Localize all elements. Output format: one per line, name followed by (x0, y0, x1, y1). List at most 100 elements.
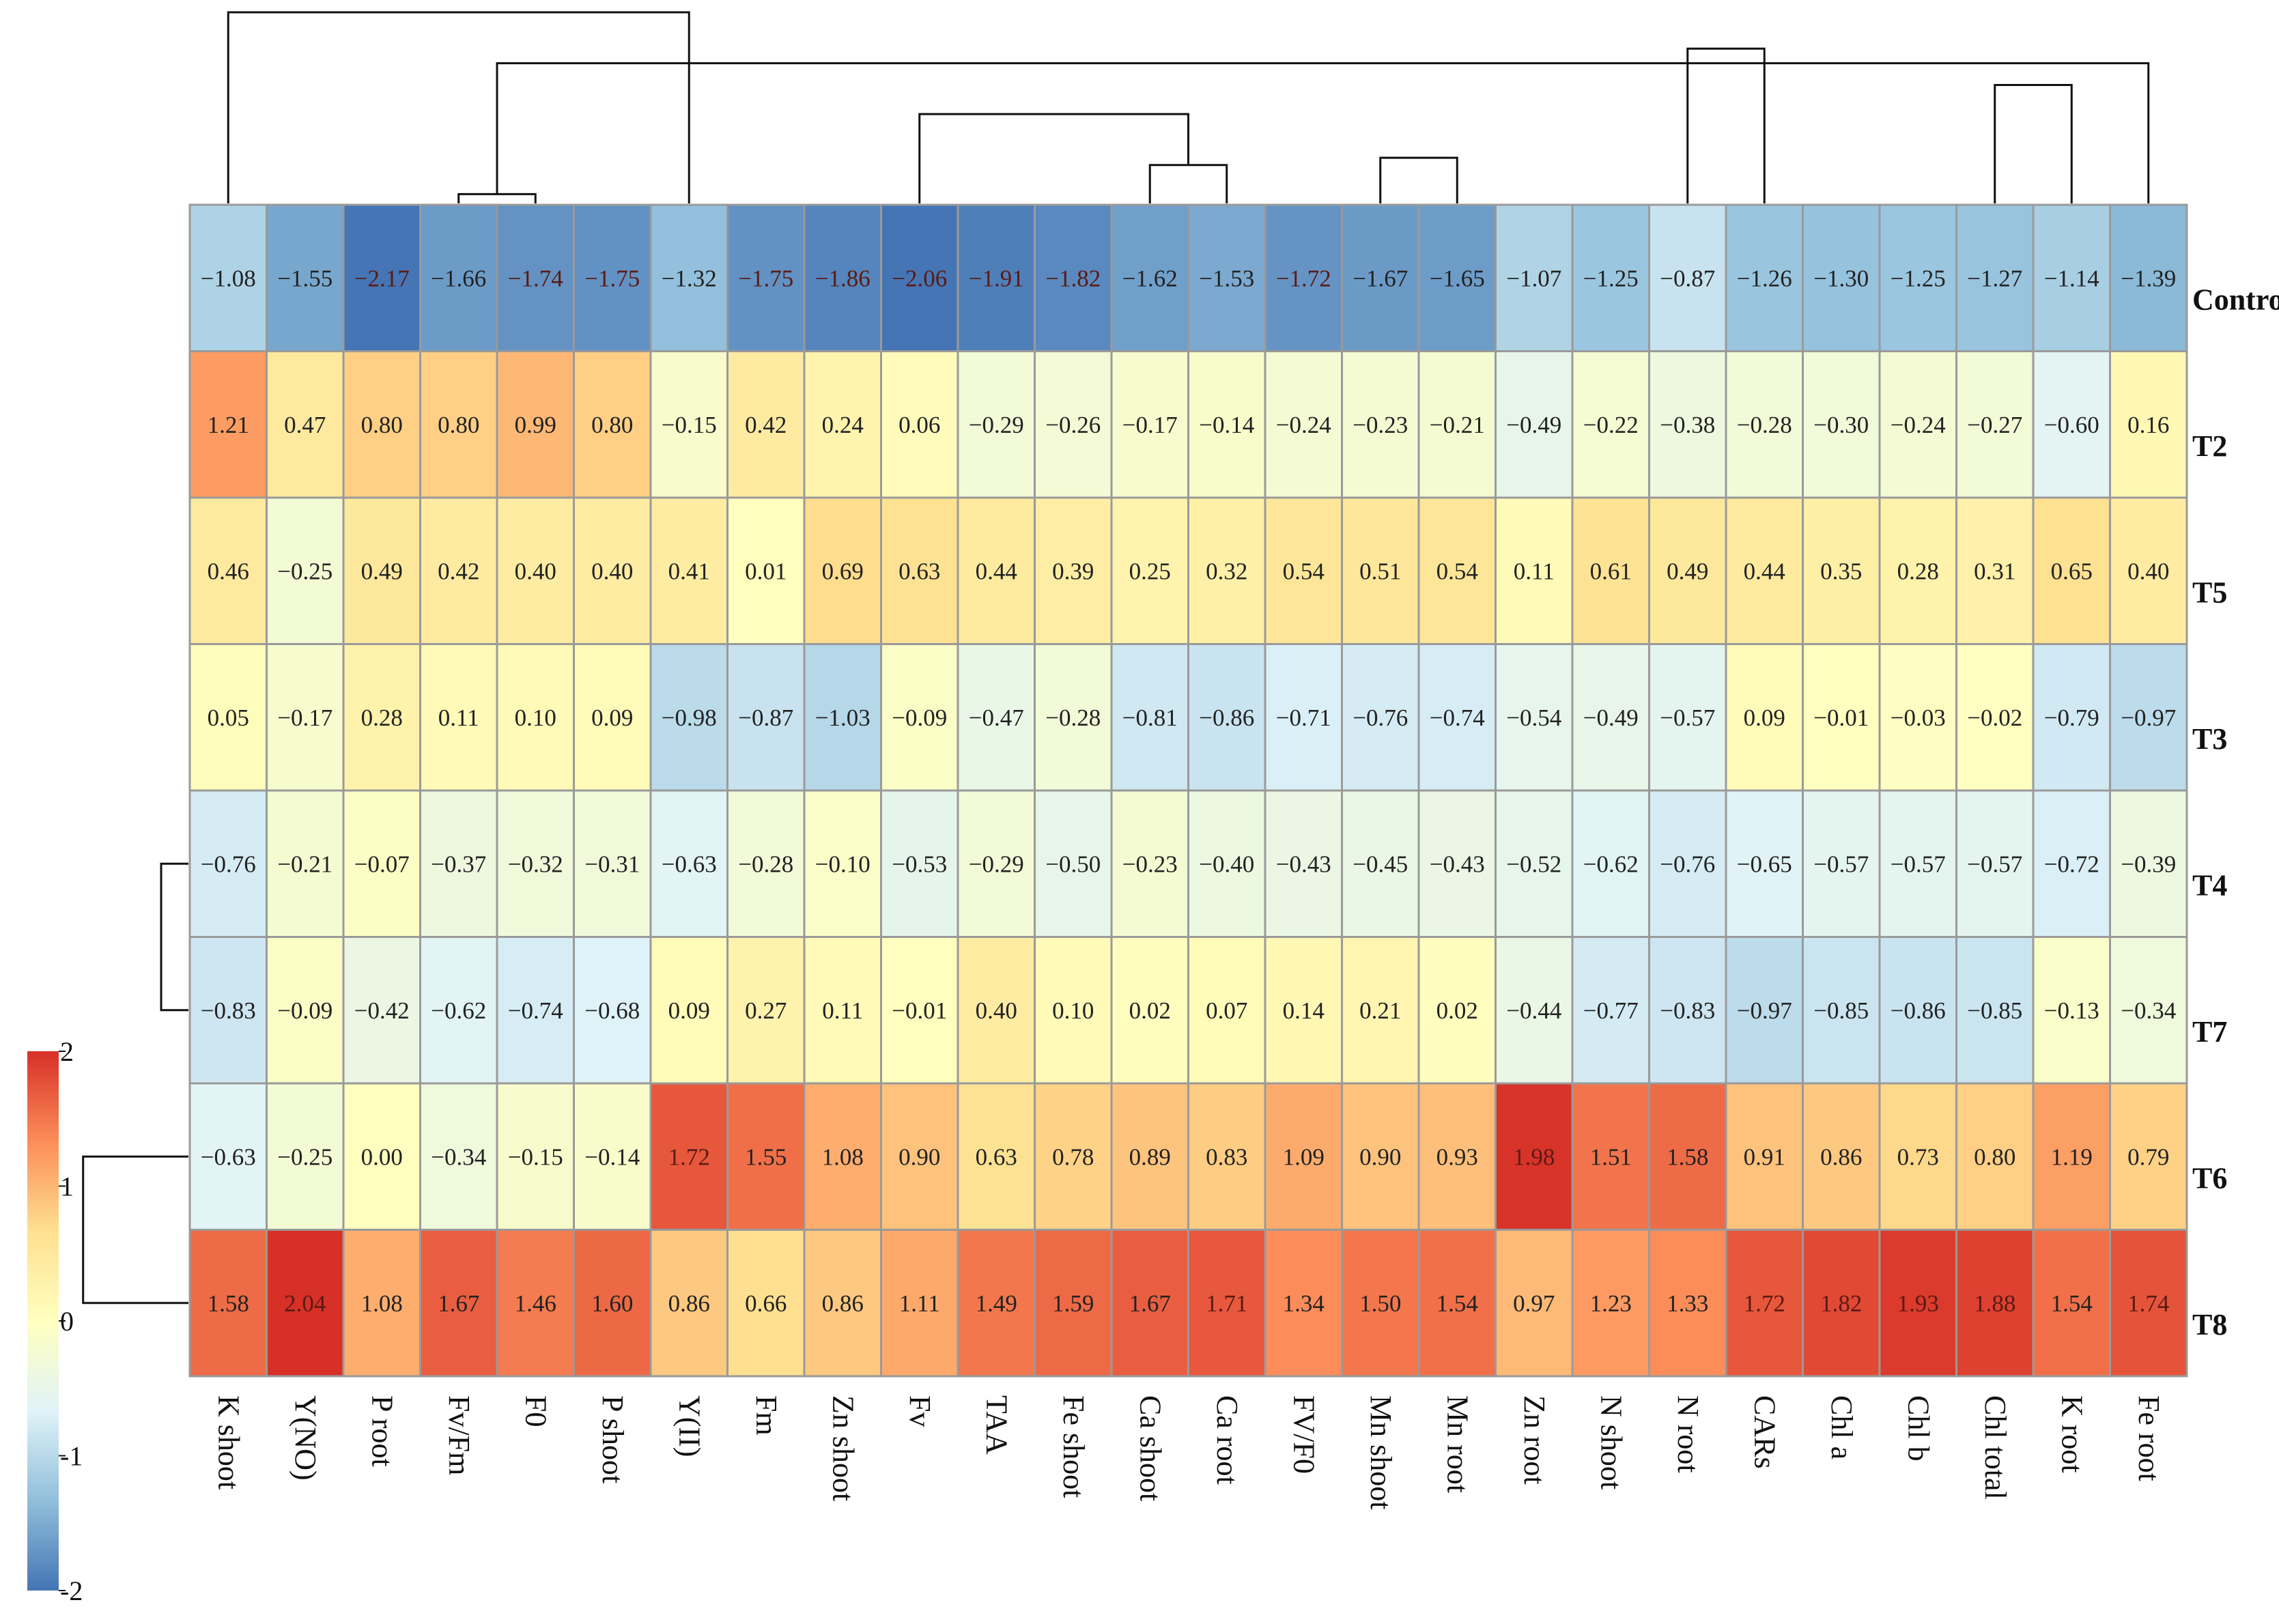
heatmap-cell (188, 496, 268, 645)
cell-value-label: 0.49 (361, 558, 403, 584)
heatmap-cell (1034, 936, 1113, 1085)
cell-value-label: −0.37 (431, 851, 486, 877)
heatmap-cell (1648, 789, 1727, 938)
heatmap-cell (726, 1229, 806, 1378)
heatmap-cell (2109, 350, 2188, 499)
heatmap-cell (496, 1082, 575, 1231)
cell-value-label: 0.40 (515, 558, 556, 584)
cell-value-label: 0.11 (822, 997, 863, 1024)
cell-value-label: 1.09 (1283, 1143, 1325, 1170)
heatmap-cell (1264, 1229, 1343, 1378)
cell-value-label: −1.53 (1199, 265, 1254, 291)
cell-value-label: 0.63 (898, 558, 940, 584)
heatmap-cell (188, 1229, 268, 1378)
cell-value-label: 0.09 (591, 704, 633, 731)
cell-value-label: 0.21 (1359, 997, 1401, 1024)
cell-value-label: −0.62 (1583, 851, 1639, 877)
heatmap-cell (2032, 936, 2111, 1085)
heatmap-cell (2109, 203, 2188, 352)
cell-value-label: −0.86 (1891, 997, 1946, 1024)
cell-value-label: 0.47 (284, 412, 326, 438)
cell-value-label: 1.98 (1513, 1143, 1555, 1170)
cell-value-label: 0.46 (208, 558, 249, 584)
cell-value-label: 0.78 (1052, 1143, 1094, 1170)
cell-value-label: −0.63 (662, 851, 717, 877)
cell-value-label: 1.50 (1359, 1290, 1401, 1317)
heatmap-cell (1802, 496, 1881, 645)
heatmap-cell (266, 203, 345, 352)
heatmap-cell (1725, 643, 1804, 792)
cell-value-label: 1.23 (1590, 1290, 1632, 1317)
row-label: T2 (2192, 429, 2227, 463)
cell-value-label: −0.97 (2121, 704, 2176, 731)
heatmap-cell (1495, 789, 1574, 938)
cell-value-label: −0.09 (892, 704, 947, 731)
cell-value-label: 0.44 (976, 558, 1017, 584)
cell-value-label: −0.01 (1813, 704, 1869, 731)
cell-value-label: 0.41 (668, 558, 710, 584)
heatmap-cell (1648, 496, 1727, 645)
heatmap-cell (1341, 350, 1420, 499)
heatmap-cell (1034, 789, 1113, 938)
column-label: Y(II) (673, 1395, 706, 1457)
cell-value-label: −0.01 (892, 997, 947, 1024)
heatmap-cell (1648, 643, 1727, 792)
cell-value-label: 0.39 (1052, 558, 1094, 584)
cell-value-label: −0.24 (1891, 412, 1946, 438)
cell-value-label: −0.31 (584, 851, 640, 877)
row-label: T4 (2192, 868, 2227, 902)
cell-value-label: −1.08 (201, 265, 256, 291)
heatmap-cell (649, 643, 728, 792)
heatmap-cell (1034, 1082, 1113, 1231)
heatmap-cell (1417, 1229, 1497, 1378)
cell-value-label: −0.17 (277, 704, 332, 731)
heatmap-cell (1955, 643, 2035, 792)
heatmap-cell (957, 350, 1036, 499)
cell-value-label: 1.51 (1590, 1143, 1632, 1170)
heatmap-cell (1725, 496, 1804, 645)
cell-value-label: 0.01 (745, 558, 787, 584)
heatmap-cell (2109, 643, 2188, 792)
cell-value-label: −1.82 (1045, 265, 1101, 291)
heatmap-cell (1417, 203, 1497, 352)
heatmap-cell (342, 203, 421, 352)
dendrogram-branch (1148, 164, 1228, 203)
cell-value-label: 0.86 (668, 1290, 710, 1317)
cell-value-label: 0.80 (1974, 1143, 2015, 1170)
cell-value-label: 0.09 (1744, 704, 1785, 731)
heatmap-cell (1264, 496, 1343, 645)
heatmap-cell (1034, 496, 1113, 645)
cell-value-label: −1.55 (277, 265, 332, 291)
column-label: CARs (1748, 1395, 1781, 1469)
cell-value-label: 0.11 (1514, 558, 1555, 584)
column-label: TAA (980, 1395, 1013, 1455)
cell-value-label: −0.81 (1122, 704, 1178, 731)
heatmap-cell (1802, 1082, 1881, 1231)
cell-value-label: −0.83 (201, 997, 256, 1024)
column-label: N root (1671, 1395, 1705, 1473)
cell-value-label: 0.28 (1897, 558, 1939, 584)
cell-value-label: 0.63 (976, 1143, 1017, 1170)
cell-value-label: 0.35 (1820, 558, 1862, 584)
cell-value-label: 0.11 (438, 704, 479, 731)
heatmap-cell (2032, 1229, 2111, 1378)
dendrogram-branch (82, 1155, 188, 1305)
cell-value-label: −1.27 (1967, 265, 2022, 291)
heatmap-cell (2032, 496, 2111, 645)
cell-value-label: 1.72 (1744, 1290, 1785, 1317)
cell-value-label: 0.89 (1129, 1143, 1171, 1170)
dendrogram-branch (1379, 156, 1458, 203)
heatmap-cell (1341, 789, 1420, 938)
heatmap-cell (1495, 496, 1574, 645)
cell-value-label: 0.66 (745, 1290, 787, 1317)
cell-value-label: 1.54 (1436, 1290, 1478, 1317)
cell-value-label: −1.03 (815, 704, 870, 731)
heatmap-cell (573, 643, 652, 792)
cell-value-label: −0.71 (1276, 704, 1331, 731)
cell-value-label: 1.71 (1206, 1290, 1247, 1317)
heatmap-cell (1878, 350, 1957, 499)
cell-value-label: −0.45 (1353, 851, 1408, 877)
cell-value-label: 1.54 (2051, 1290, 2093, 1317)
cell-value-label: 1.49 (976, 1290, 1017, 1317)
cell-value-label: 0.42 (745, 412, 787, 438)
